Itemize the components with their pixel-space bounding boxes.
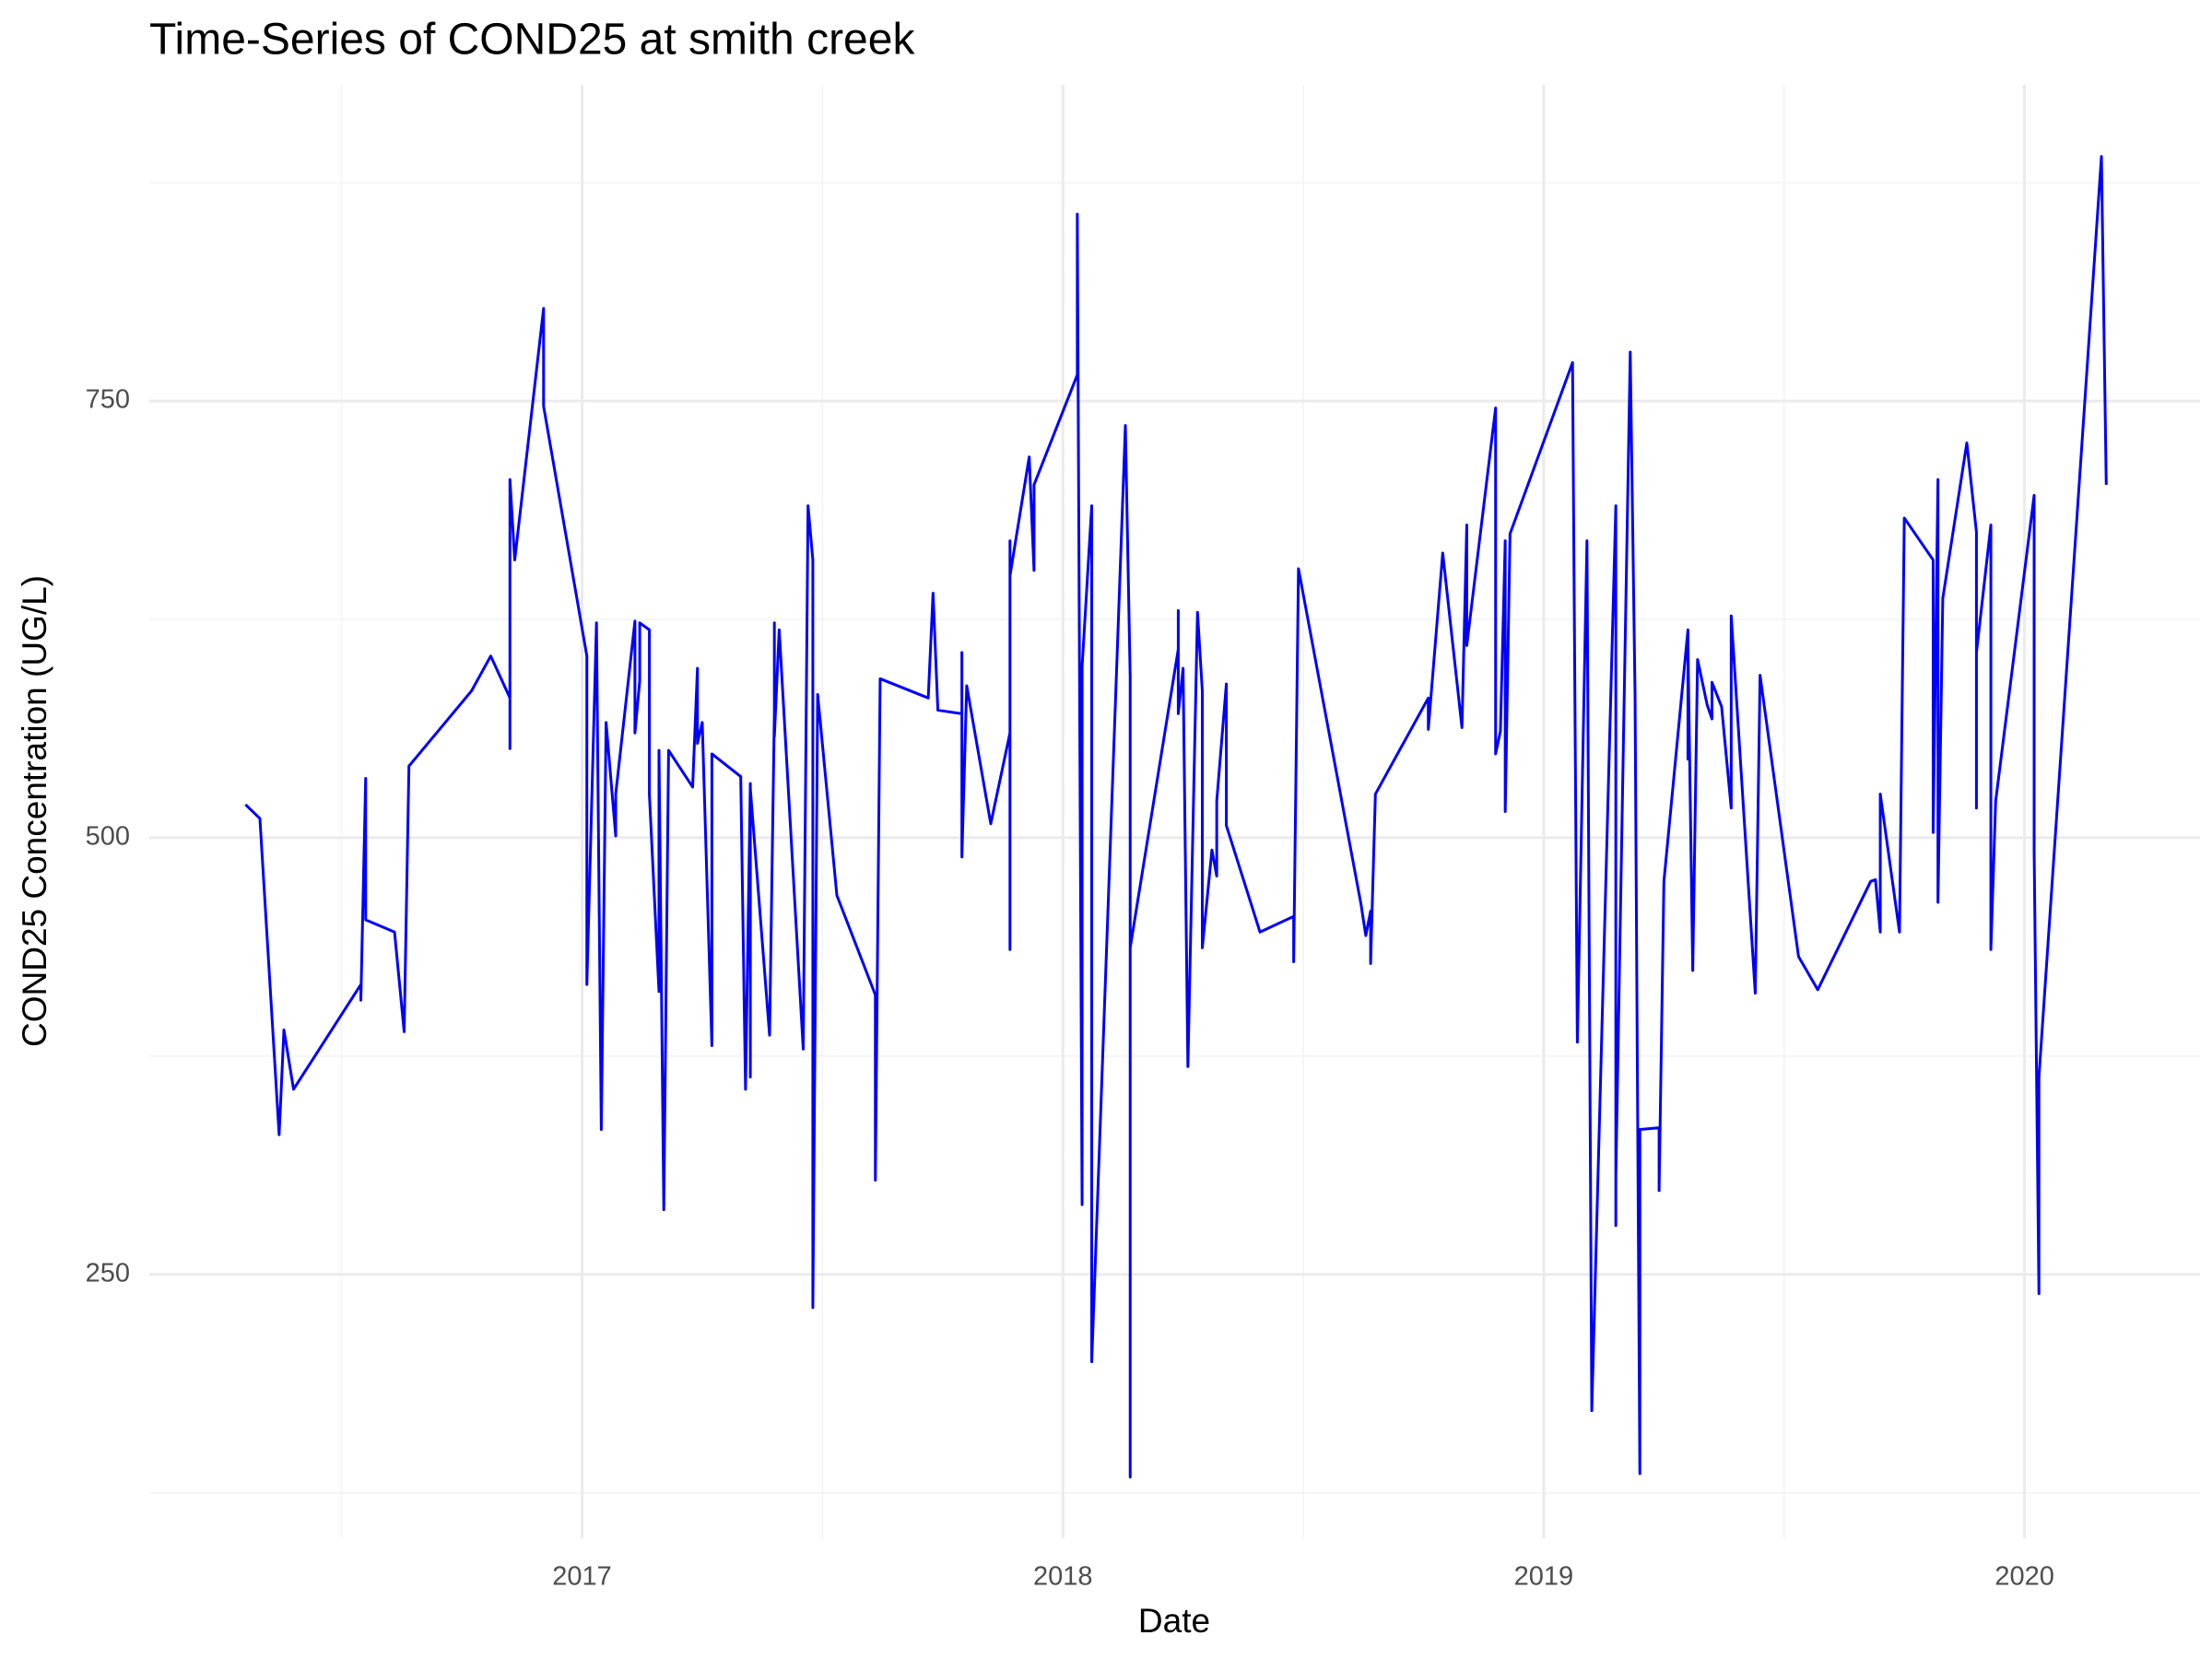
y-tick-label: 250 [86, 1258, 130, 1288]
y-axis-title: COND25 Concentration (UG/L) [16, 575, 53, 1047]
x-tick-label: 2018 [1033, 1562, 1093, 1592]
x-axis-title: Date [1138, 1602, 1210, 1640]
x-tick-label: 2020 [1994, 1562, 2054, 1592]
y-tick-label: 750 [86, 385, 130, 415]
x-tick-label: 2017 [552, 1562, 612, 1592]
y-tick-label: 500 [86, 822, 130, 852]
chart-title: Time-Series of COND25 at smith creek [149, 16, 915, 65]
x-tick-label: 2019 [1514, 1562, 1574, 1592]
data-line [244, 155, 2108, 1479]
